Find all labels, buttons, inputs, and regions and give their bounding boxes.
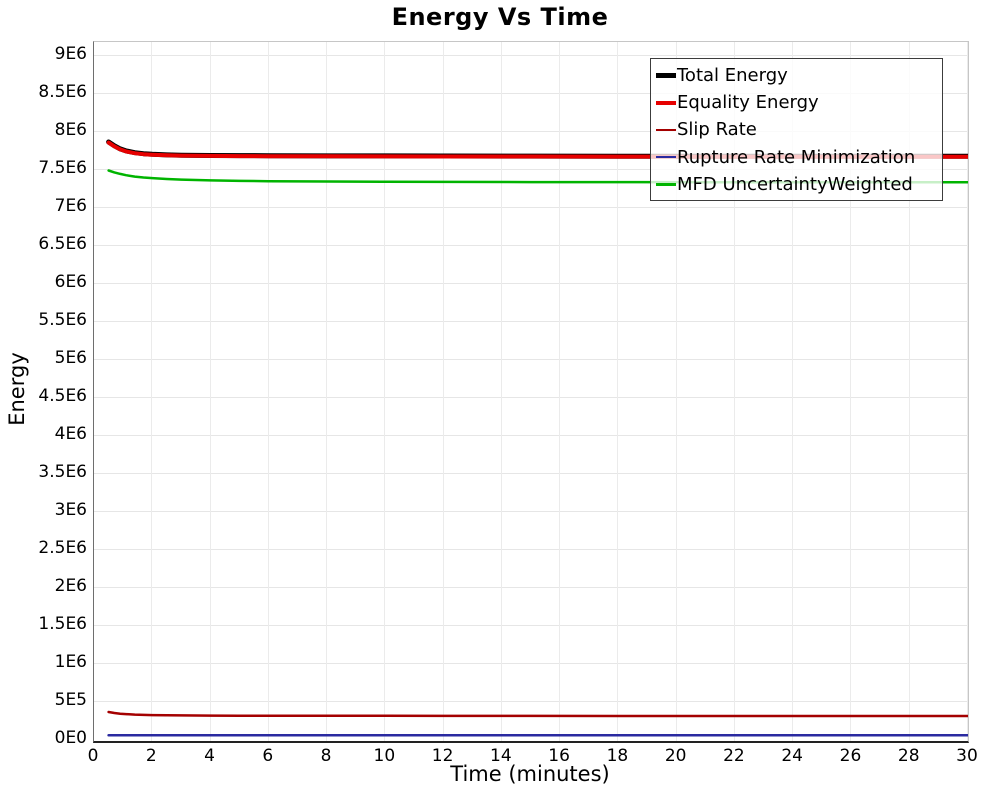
y-tick-label: 0E0 — [54, 728, 87, 748]
x-tick-label: 20 — [664, 746, 687, 766]
v-gridline — [209, 42, 211, 741]
v-gridline — [733, 42, 735, 741]
x-tick-label: 26 — [839, 746, 862, 766]
legend-swatch-slip-rate — [656, 128, 676, 132]
h-gridline — [94, 435, 968, 436]
x-tick-label: 12 — [431, 746, 454, 766]
h-gridline — [94, 131, 968, 132]
legend-swatch-mfd-uncertaintyweighted — [656, 183, 676, 186]
v-gridline — [967, 42, 968, 741]
v-gridline — [617, 42, 619, 741]
legend-swatch-equality-energy — [656, 100, 676, 105]
legend: Total Energy Equality Energy Slip Rate Rupt… — [650, 58, 943, 201]
legend-swatch-rupture-rate-minimization — [656, 155, 676, 159]
h-gridline — [94, 207, 968, 208]
y-tick-label: 7E6 — [54, 196, 87, 216]
legend-label-total-energy: Total Energy — [677, 65, 788, 87]
series-line-slip-rate — [107, 710, 968, 718]
h-gridline — [94, 701, 968, 702]
h-gridline — [94, 397, 968, 398]
v-gridline — [267, 42, 269, 741]
x-tick-label: 28 — [897, 746, 920, 766]
x-tick-label: 30 — [956, 746, 978, 766]
x-tick-label: 2 — [145, 746, 157, 766]
v-gridline — [559, 42, 561, 741]
y-tick-label: 5E6 — [54, 348, 87, 368]
v-gridline — [500, 42, 502, 741]
x-tick-label: 16 — [548, 746, 570, 766]
y-tick-label: 2E6 — [54, 576, 87, 596]
h-gridline — [94, 93, 968, 94]
x-tick-label: 22 — [723, 746, 745, 766]
h-gridline — [94, 283, 968, 284]
y-tick-label: 3.5E6 — [38, 462, 87, 482]
x-tick-label: 6 — [262, 746, 274, 766]
y-tick-label: 1.5E6 — [38, 614, 87, 634]
v-gridline — [442, 42, 444, 741]
v-gridline — [151, 42, 153, 741]
v-gridline — [792, 42, 794, 741]
legend-item-equality-energy: Equality Energy — [656, 89, 940, 116]
h-gridline — [94, 587, 968, 588]
y-tick-label: 4E6 — [54, 424, 87, 444]
y-tick-label: 6.5E6 — [38, 234, 87, 254]
y-axis-label: Energy — [5, 352, 29, 426]
legend-item-mfd-uncertaintyweighted: MFD UncertaintyWeighted — [656, 171, 940, 198]
h-gridline — [94, 511, 968, 512]
x-tick-label: 8 — [320, 746, 332, 766]
h-gridline — [94, 55, 968, 56]
v-gridline — [908, 42, 910, 741]
legend-label-mfd-uncertaintyweighted: MFD UncertaintyWeighted — [677, 173, 913, 195]
legend-item-rupture-rate-minimization: Rupture Rate Minimization — [656, 144, 940, 171]
y-tick-label: 8E6 — [54, 120, 87, 140]
h-gridline — [94, 549, 968, 550]
x-tick-label: 0 — [87, 746, 99, 766]
y-tick-label: 7.5E6 — [38, 158, 87, 178]
y-tick-label: 5.5E6 — [38, 310, 87, 330]
y-tick-label: 5E5 — [54, 690, 87, 710]
legend-label-rupture-rate-minimization: Rupture Rate Minimization — [677, 146, 916, 168]
y-tick-label: 2.5E6 — [38, 538, 87, 558]
h-gridline — [94, 245, 968, 246]
plot-area — [93, 41, 969, 743]
legend-label-equality-energy: Equality Energy — [677, 92, 819, 114]
v-gridline — [850, 42, 852, 741]
legend-label-slip-rate: Slip Rate — [677, 119, 757, 141]
v-gridline — [675, 42, 677, 741]
v-gridline — [326, 42, 328, 741]
y-tick-label: 8.5E6 — [38, 82, 87, 102]
y-tick-label: 6E6 — [54, 272, 87, 292]
legend-item-total-energy: Total Energy — [656, 62, 940, 89]
x-tick-label: 10 — [373, 746, 396, 766]
h-gridline — [94, 625, 968, 626]
legend-item-slip-rate: Slip Rate — [656, 116, 940, 143]
x-tick-label: 24 — [781, 746, 803, 766]
y-tick-label: 4.5E6 — [38, 386, 87, 406]
x-axis-label: Time (minutes) — [450, 762, 610, 786]
v-gridline — [384, 42, 386, 741]
h-gridline — [94, 321, 968, 322]
y-tick-label: 3E6 — [54, 500, 87, 520]
h-gridline — [94, 169, 968, 170]
y-tick-label: 1E6 — [54, 652, 87, 672]
h-gridline — [94, 473, 968, 474]
h-gridline — [94, 359, 968, 360]
x-tick-label: 14 — [490, 746, 512, 766]
h-gridline — [94, 663, 968, 664]
legend-swatch-total-energy — [656, 73, 676, 79]
y-tick-label: 9E6 — [54, 44, 87, 64]
chart-title: Energy Vs Time — [391, 3, 609, 31]
x-tick-label: 4 — [204, 746, 215, 766]
x-tick-label: 18 — [606, 746, 629, 766]
